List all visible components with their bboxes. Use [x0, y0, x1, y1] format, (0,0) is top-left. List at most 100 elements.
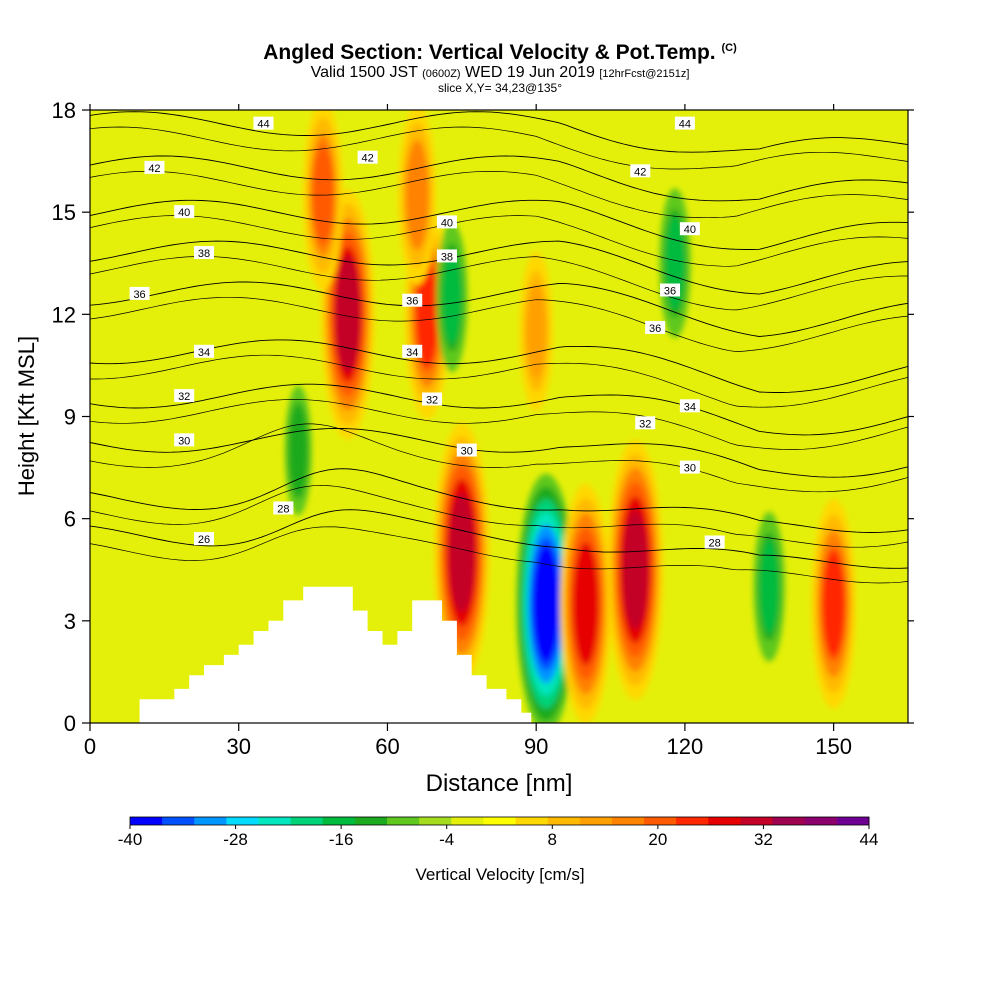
colorbar-tick-label: 44 [860, 830, 879, 849]
theta-contour-minor [90, 423, 908, 493]
velocity-cell [335, 256, 361, 373]
contour-label: 36 [129, 286, 150, 301]
contour-label: 32 [422, 392, 443, 406]
colorbar-tick-label: 8 [548, 830, 557, 849]
contour-label-text: 30 [178, 435, 190, 447]
contour-labels: 44 44 42 42 42 40 40 40 38 38 36 36 36 36 34 34 34 32 32 32… [129, 116, 725, 550]
velocity-field [90, 110, 908, 723]
contour-label-text: 34 [406, 347, 418, 359]
slice-info: slice X,Y= 34,23@135° [437, 81, 563, 95]
colorbar-swatch [547, 817, 581, 825]
contour-label-text: 40 [441, 217, 453, 229]
colorbar-swatch [226, 817, 260, 825]
contour-label-text: 28 [709, 538, 721, 550]
contour-label: 36 [402, 293, 423, 308]
contour-label: 30 [679, 460, 700, 475]
contour-label-bg [660, 283, 681, 297]
colorbar-swatch [258, 817, 292, 825]
title-block: Angled Section: Vertical Velocity & Pot.… [0, 36, 1000, 94]
theta-contour-40 [90, 199, 908, 250]
chart-title-text: Angled Section: Vertical Velocity & Pot.… [263, 41, 716, 64]
chart-title: Angled Section: Vertical Velocity & Pot.… [0, 36, 1000, 65]
x-tick-label: 90 [524, 734, 548, 759]
valid-date: WED 19 Jun 2019 [465, 64, 595, 81]
contour-label-text: 26 [198, 534, 210, 546]
contour-label-bg [174, 433, 195, 447]
colorbar-tick-label: 20 [648, 830, 667, 849]
forecast-info: [12hrFcst@2151z] [599, 68, 690, 80]
colorbar-swatch [644, 817, 677, 825]
title-mark: (C) [721, 42, 737, 54]
theta-contour-34 [90, 339, 908, 393]
contour-label-text: 34 [684, 401, 696, 413]
contour-label: 34 [194, 344, 215, 359]
x-tick-label: 150 [815, 734, 852, 759]
colorbar-swatch [162, 817, 195, 825]
contour-label-text: 34 [198, 347, 210, 359]
contour-label-bg [645, 320, 666, 334]
contour-label-text: 42 [361, 153, 373, 165]
contour-label-bg [674, 116, 695, 130]
contour-label: 40 [174, 205, 195, 219]
contour-label: 42 [144, 160, 165, 175]
x-tick-label: 0 [84, 734, 96, 759]
colorbar-swatch [515, 817, 549, 825]
contour-label-bg [436, 249, 457, 263]
contour-label-bg [129, 286, 150, 300]
contour-label-text: 44 [257, 119, 269, 131]
velocity-cell [573, 547, 598, 661]
contour-label-bg [174, 205, 195, 219]
contour-label-text: 36 [649, 323, 661, 335]
contour-label: 30 [174, 433, 195, 447]
contour-label: 32 [174, 389, 195, 403]
contour-label-text: 36 [406, 296, 418, 308]
y-axis-label: Height [Kft MSL] [14, 336, 39, 496]
contour-label: 38 [436, 249, 457, 263]
theta-contour-minor [90, 296, 908, 352]
contour-label: 28 [704, 535, 725, 550]
velocity-cell [759, 539, 780, 634]
contour-label-text: 32 [639, 418, 651, 430]
y-tick-label: 15 [52, 200, 76, 225]
valid-time: Valid 1500 JST [310, 64, 418, 81]
contour-label-bg [679, 460, 700, 474]
theta-contour-38 [90, 240, 908, 295]
contour-label: 40 [436, 215, 457, 229]
contour-label: 44 [674, 116, 695, 131]
theta-contour-minor [90, 215, 908, 267]
theta-contour-26 [90, 509, 908, 569]
x-tick-label: 60 [375, 734, 399, 759]
colorbar-label: Vertical Velocity [cm/s] [415, 865, 584, 884]
theta-contour-minor [90, 484, 908, 548]
contour-label: 32 [635, 416, 656, 430]
contour-label-text: 42 [634, 166, 646, 178]
contour-label-text: 40 [178, 207, 190, 219]
velocity-cell [526, 283, 547, 379]
theta-contour-minor [90, 170, 908, 219]
colorbar-swatch [740, 817, 774, 825]
y-tick-label: 18 [52, 98, 76, 123]
colorbar-swatch [676, 817, 709, 825]
contour-label: 34 [679, 399, 700, 413]
colorbar-swatch [451, 817, 484, 825]
y-tick-label: 12 [52, 302, 76, 327]
contour-label-bg [402, 344, 423, 358]
contour-label: 36 [645, 320, 666, 335]
colorbar-swatch [772, 817, 806, 825]
contour-label: 26 [194, 532, 215, 546]
theta-contour-30 [90, 427, 908, 478]
velocity-cell [442, 250, 462, 345]
contour-label-bg [273, 501, 294, 515]
contour-label-text: 44 [679, 119, 691, 131]
theta-contour-minor [90, 399, 908, 450]
contour-label: 34 [402, 344, 423, 359]
contour-label: 40 [679, 222, 700, 236]
colorbar-tick-label: -40 [118, 830, 143, 849]
velocity-cell [288, 402, 309, 499]
contour-label: 36 [660, 283, 681, 297]
contour-label-bg [436, 215, 457, 229]
chart-subtitle: Valid 1500 JST (0600Z) WED 19 Jun 2019 [… [0, 65, 1000, 82]
contour-label-bg [679, 399, 700, 413]
colorbar-swatch [354, 817, 388, 825]
theta-contour-minor [90, 526, 908, 584]
